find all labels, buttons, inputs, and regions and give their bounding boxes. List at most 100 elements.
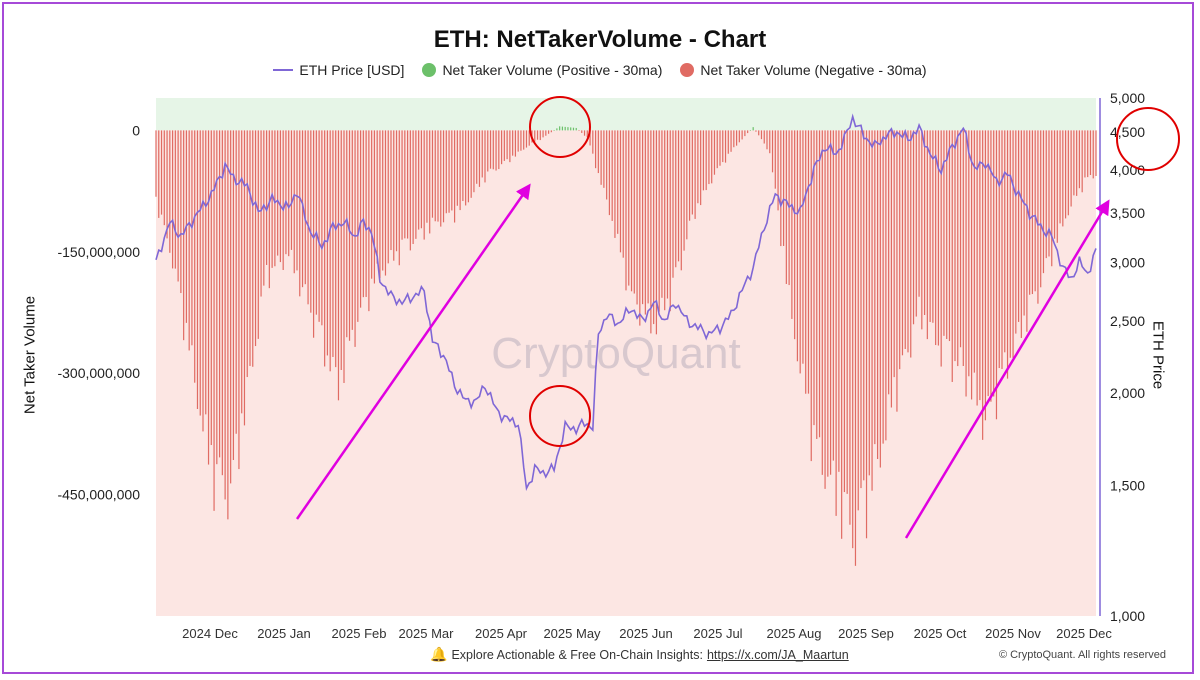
bar-negative — [213, 130, 215, 511]
bar-negative — [932, 130, 934, 323]
bar-negative — [727, 130, 729, 154]
bar-positive — [564, 126, 566, 131]
bar-negative — [478, 130, 481, 187]
legend: ETH Price [USD] Net Taker Volume (Positi… — [0, 62, 1200, 78]
bar-negative — [935, 130, 937, 346]
bar-negative — [180, 130, 182, 294]
bar-negative — [163, 130, 165, 226]
bar-negative — [1023, 130, 1025, 316]
bar-negative — [863, 130, 865, 481]
bar-negative — [218, 130, 221, 458]
bar-negative — [243, 130, 246, 426]
bar-negative — [600, 130, 602, 185]
bar-negative — [589, 130, 591, 146]
bar-negative — [387, 130, 389, 264]
bar-negative — [346, 130, 348, 338]
bar-negative — [865, 130, 868, 539]
legend-item-eth-price[interactable]: ETH Price [USD] — [273, 62, 404, 78]
legend-item-negative[interactable]: Net Taker Volume (Negative - 30ma) — [680, 62, 927, 78]
bar-negative — [329, 130, 331, 372]
bar-negative — [462, 130, 464, 202]
bar-negative — [766, 130, 768, 150]
bar-negative — [794, 130, 796, 340]
bar-negative — [512, 130, 514, 156]
bar-negative — [224, 130, 226, 500]
bar-negative — [371, 130, 373, 279]
x-tick-label: 2025 Mar — [399, 626, 455, 641]
bar-negative — [879, 130, 881, 468]
bar-negative — [481, 130, 483, 178]
bar-negative — [398, 130, 400, 266]
bar-negative — [807, 130, 810, 394]
bar-negative — [688, 130, 691, 221]
bar-negative — [990, 130, 992, 402]
bar-negative — [318, 130, 320, 322]
bar-negative — [874, 130, 876, 445]
bar-negative — [661, 130, 663, 298]
bar-negative — [393, 130, 395, 261]
right-tick-label: 4,500 — [1110, 124, 1145, 140]
bar-negative — [918, 130, 920, 297]
bar-negative — [1089, 130, 1092, 175]
bar-negative — [528, 130, 530, 146]
legend-item-positive[interactable]: Net Taker Volume (Positive - 30ma) — [422, 62, 662, 78]
bar-negative — [915, 130, 917, 317]
left-tick-label: -150,000,000 — [57, 244, 140, 260]
right-tick-label: 2,500 — [1110, 313, 1145, 329]
bar-negative — [238, 130, 240, 470]
bar-negative — [821, 130, 823, 475]
bar-negative — [926, 130, 928, 340]
bar-negative — [854, 130, 857, 566]
x-tick-label: 2025 Sep — [838, 626, 894, 641]
bar-negative — [979, 130, 981, 401]
bar-negative — [680, 130, 682, 271]
bar-negative — [241, 130, 243, 414]
bar-negative — [194, 130, 196, 383]
bar-negative — [653, 130, 655, 325]
bar-negative — [227, 130, 229, 520]
bar-negative — [418, 130, 420, 230]
bar-negative — [923, 130, 926, 316]
bar-negative — [641, 130, 644, 305]
bar-negative — [929, 130, 931, 322]
bar-negative — [741, 130, 743, 140]
bar-negative — [550, 130, 552, 133]
bar-negative — [451, 130, 453, 211]
bar-negative — [973, 130, 975, 373]
bar-negative — [191, 130, 193, 346]
bar-negative — [758, 130, 760, 136]
bar-positive — [575, 127, 577, 131]
bar-negative — [755, 130, 757, 132]
bar-negative — [633, 130, 635, 294]
x-tick-label: 2025 Dec — [1056, 626, 1112, 641]
legend-line-icon — [273, 69, 294, 71]
bar-negative — [174, 130, 176, 269]
bar-negative — [802, 130, 804, 364]
bar-negative — [362, 130, 364, 298]
bar-negative — [860, 130, 862, 489]
bar-negative — [1006, 130, 1009, 379]
bar-negative — [799, 130, 801, 374]
bar-negative — [384, 130, 387, 276]
bar-negative — [829, 130, 832, 475]
legend-dot-icon — [422, 63, 437, 77]
bar-negative — [274, 130, 276, 267]
bar-negative — [586, 130, 588, 138]
bar-negative — [1020, 130, 1022, 338]
x-tick-label: 2025 Aug — [767, 626, 822, 641]
bar-negative — [1045, 130, 1047, 259]
bar-negative — [442, 130, 445, 223]
bar-negative — [805, 130, 807, 394]
bar-negative — [614, 130, 616, 238]
bar-negative — [603, 130, 605, 188]
bar-negative — [594, 130, 597, 169]
bar-negative — [196, 130, 199, 409]
bar-negative — [782, 130, 785, 246]
bar-negative — [705, 130, 707, 191]
bar-negative — [1042, 130, 1045, 274]
right-tick-label: 3,000 — [1110, 254, 1145, 270]
right-tick-label: 2,000 — [1110, 385, 1145, 401]
footer-link[interactable]: https://x.com/JA_Maartun — [706, 647, 849, 662]
bar-negative — [221, 130, 223, 476]
